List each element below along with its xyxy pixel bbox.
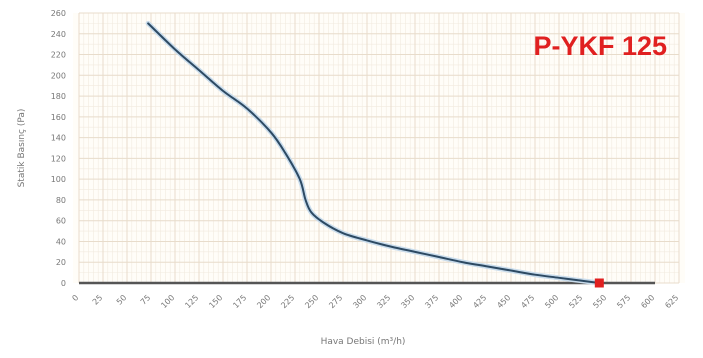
series-point [299,178,301,180]
series-point [284,152,286,154]
y-tick-label: 240 [51,30,66,39]
y-tick-label: 100 [51,175,66,184]
series-point [310,211,312,213]
model-annotation: P-YKF 125 [533,31,667,61]
y-tick-label: 200 [51,71,66,80]
series-point [246,108,248,110]
y-tick-label: 120 [51,154,66,163]
y-axis-label: Statik Basınç (Pa) [17,109,27,188]
series-point [323,222,325,224]
y-tick-label: 160 [51,113,66,122]
series-point [438,256,440,258]
series-point [510,270,512,272]
series-point [462,261,464,263]
series-point [305,199,307,201]
series-point [366,239,368,241]
operating-point-marker[interactable] [594,278,604,288]
y-tick-label: 140 [51,134,66,143]
series-point [198,69,200,71]
y-tick-label: 80 [56,196,66,205]
series-point [390,246,392,248]
y-tick-label: 60 [56,217,66,226]
y-tick-label: 40 [56,237,66,246]
series-point [174,48,176,50]
series-point [222,90,224,92]
series-point [147,22,149,24]
y-tick-label: 260 [51,9,66,18]
series-point [414,251,416,253]
series-point [582,280,584,282]
y-tick-label: 220 [51,51,66,60]
y-tick-label: 180 [51,92,66,101]
series-point [534,274,536,276]
series-curve [147,22,601,284]
y-tick-label: 0 [61,279,66,288]
series-point [270,131,272,133]
series-point [342,232,344,234]
series-point [558,277,560,279]
series-point [486,265,488,267]
x-axis-label: Hava Debisi (m³/h) [321,337,406,347]
y-axis-ticks: 0 20 40 60 80 100 120 140 160 180 200 220 240 260 [51,9,66,288]
x-tick-label: 0 [70,293,80,303]
y-tick-label: 20 [56,258,66,267]
